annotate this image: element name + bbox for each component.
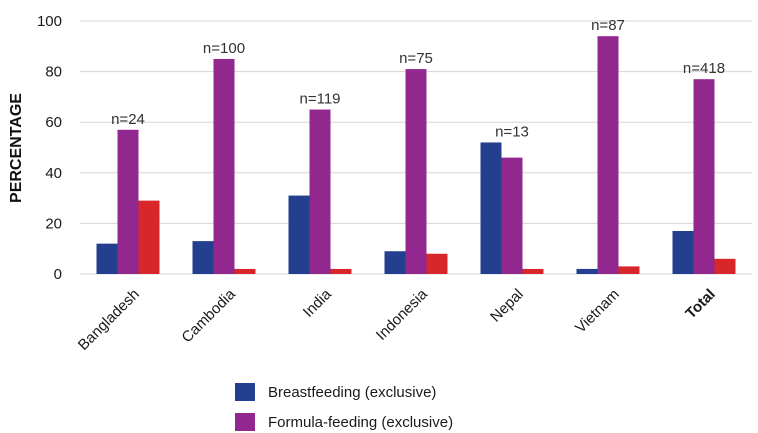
bar-series-2-nepal bbox=[501, 157, 523, 274]
bar-series-1-nepal bbox=[480, 142, 502, 274]
legend-label-2: Formula-feeding (exclusive) bbox=[268, 414, 453, 431]
bar-series-3-bangladesh bbox=[138, 200, 160, 274]
x-tick-label-cambodia: Cambodia bbox=[178, 285, 239, 346]
sample-size-label: n=13 bbox=[495, 123, 529, 140]
x-tick-label-bangladesh: Bangladesh bbox=[75, 286, 143, 354]
x-tick-label-nepal: Nepal bbox=[487, 286, 527, 326]
x-tick-label-vietnam: Vietnam bbox=[572, 286, 623, 337]
y-tick-label: 40 bbox=[45, 165, 62, 182]
x-tick-label-indonesia: Indonesia bbox=[373, 285, 431, 343]
bar-series-2-total bbox=[693, 79, 715, 274]
bar-series-2-cambodia bbox=[213, 58, 235, 275]
bar-series bbox=[96, 36, 736, 275]
y-tick-label: 20 bbox=[45, 215, 62, 232]
bar-series-3-nepal bbox=[522, 268, 544, 274]
bar-series-3-india bbox=[330, 268, 352, 274]
bar-series-1-cambodia bbox=[192, 241, 214, 274]
sample-size-label: n=24 bbox=[111, 111, 145, 128]
bar-series-2-bangladesh bbox=[117, 129, 139, 274]
bar-series-3-cambodia bbox=[234, 268, 256, 274]
y-tick-label: 80 bbox=[45, 64, 62, 81]
sample-size-label: n=87 bbox=[591, 17, 625, 34]
y-tick-label: 100 bbox=[37, 13, 62, 30]
sample-size-label: n=418 bbox=[683, 60, 725, 77]
bar-series-1-bangladesh bbox=[96, 243, 118, 274]
x-axis: Bangladesh Cambodia India Indonesia Nepal Vie… bbox=[75, 285, 719, 354]
bar-series-1-total bbox=[672, 230, 694, 274]
legend-label-1: Breastfeeding (exclusive) bbox=[268, 384, 436, 401]
x-tick-label-india: India bbox=[300, 285, 335, 320]
sample-size-label: n=119 bbox=[299, 91, 340, 108]
bar-series-1-india bbox=[288, 195, 310, 274]
y-axis-label: PERCENTAGE bbox=[8, 93, 25, 203]
bar-series-2-india bbox=[309, 109, 331, 274]
legend-swatch-1 bbox=[235, 383, 255, 401]
bar-series-1-vietnam bbox=[576, 268, 598, 274]
y-axis: 0 20 40 60 80 100 bbox=[37, 13, 62, 283]
bar-series-3-indonesia bbox=[426, 253, 448, 274]
x-tick-label-total: Total bbox=[682, 286, 719, 323]
legend-swatch-2 bbox=[235, 413, 255, 431]
bar-series-3-vietnam bbox=[618, 266, 640, 274]
sample-size-label: n=75 bbox=[399, 50, 433, 67]
bar-series-2-vietnam bbox=[597, 36, 619, 275]
bar-series-1-indonesia bbox=[384, 251, 406, 274]
legend: Breastfeeding (exclusive) Formula-feeding… bbox=[235, 383, 453, 431]
sample-size-label: n=100 bbox=[203, 40, 245, 57]
y-tick-label: 0 bbox=[54, 266, 62, 283]
y-tick-label: 60 bbox=[45, 114, 62, 131]
bar-series-2-indonesia bbox=[405, 69, 427, 274]
bar-series-3-total bbox=[714, 258, 736, 274]
sample-size-labels: n=24 n=100 n=119 n=75 n=13 n=87 n=418 bbox=[111, 17, 725, 140]
